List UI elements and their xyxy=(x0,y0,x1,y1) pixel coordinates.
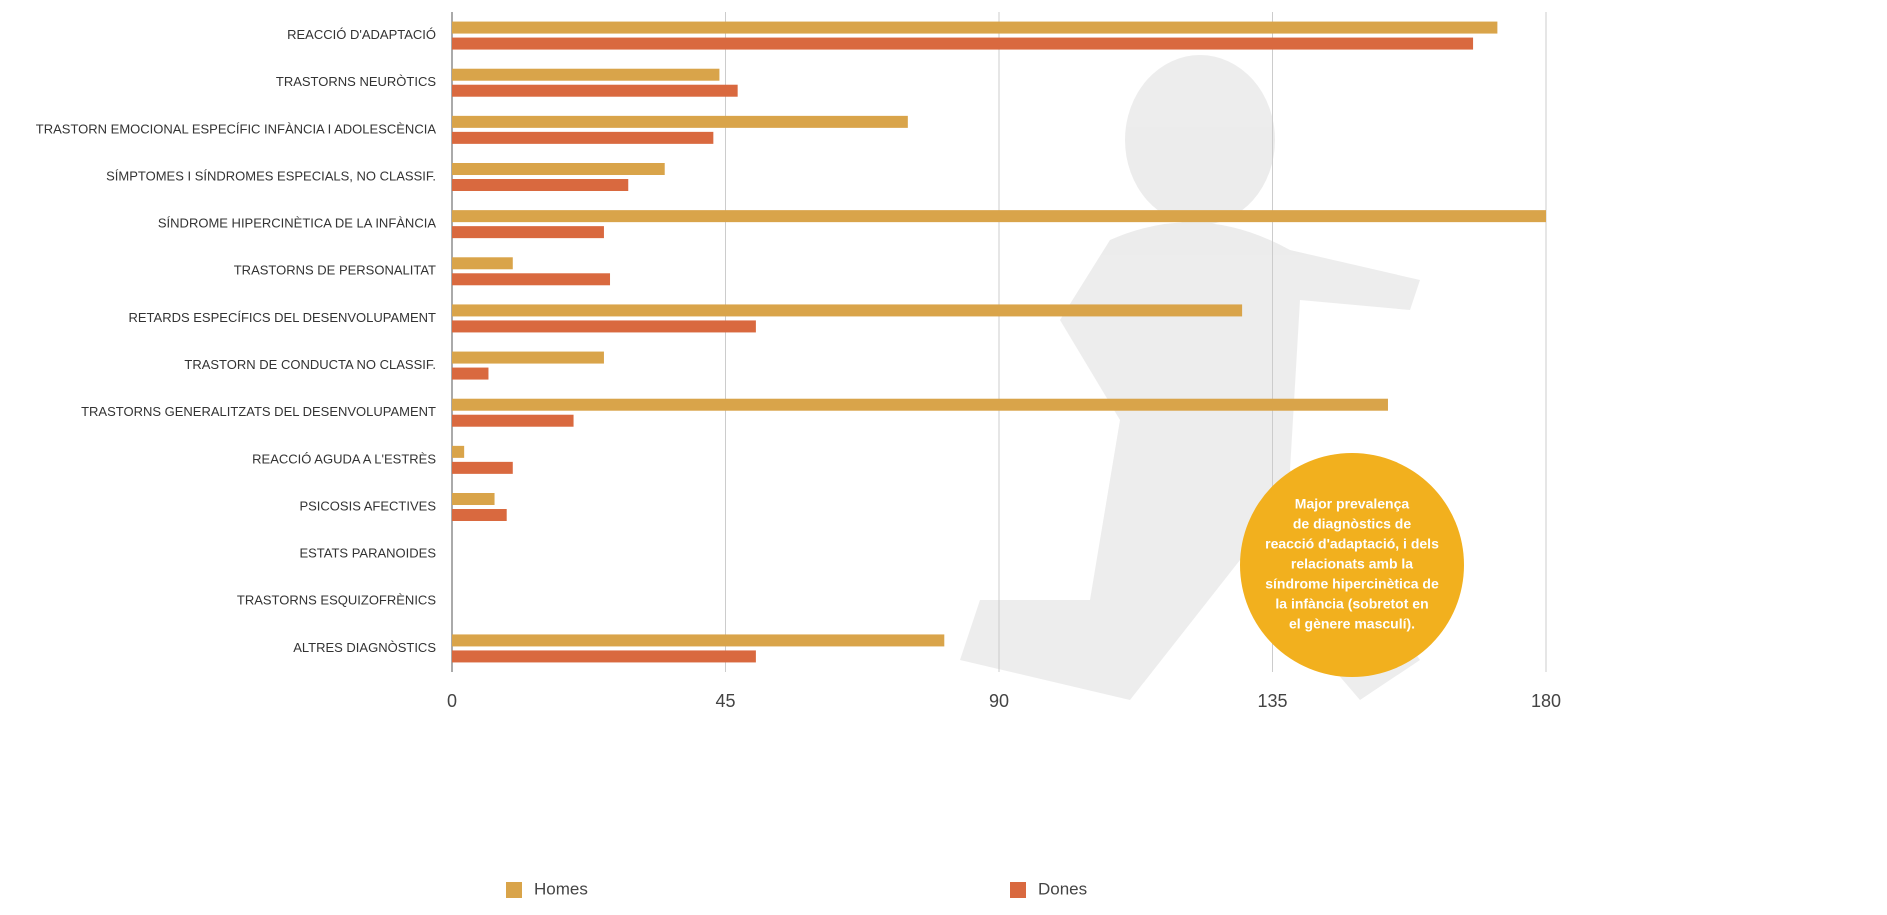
y-tick-label: REACCIÓ AGUDA A L'ESTRÈS xyxy=(252,451,436,466)
y-tick-label: ALTRES DIAGNÒSTICS xyxy=(293,640,436,655)
bar xyxy=(452,210,1546,223)
y-tick-label: TRASTORNS NEURÒTICS xyxy=(276,74,436,89)
bar xyxy=(452,131,714,144)
bar xyxy=(452,351,604,364)
annotation-text: síndrome hipercinètica de xyxy=(1265,576,1439,592)
legend-label: Homes xyxy=(534,879,588,898)
y-tick-label: TRASTORN DE CONDUCTA NO CLASSIF. xyxy=(184,357,436,372)
annotation-text: reacció d'adaptació, i dels xyxy=(1265,536,1439,552)
y-tick-label: SÍNDROME HIPERCINÈTICA DE LA INFÀNCIA xyxy=(158,216,436,231)
y-tick-label: TRASTORNS DE PERSONALITAT xyxy=(234,263,436,278)
bar xyxy=(452,68,720,81)
bar xyxy=(452,179,629,191)
x-tick-label: 45 xyxy=(715,691,735,711)
bar xyxy=(452,37,1474,50)
x-tick-label: 135 xyxy=(1257,691,1287,711)
x-tick-label: 0 xyxy=(447,691,457,711)
bar xyxy=(452,650,756,663)
legend-swatch xyxy=(1010,882,1026,898)
annotation-bubble xyxy=(1240,453,1464,677)
bar xyxy=(452,163,665,175)
y-tick-label: SÍMPTOMES I SÍNDROMES ESPECIALS, NO CLAS… xyxy=(106,168,436,183)
y-tick-label: TRASTORNS GENERALITZATS DEL DESENVOLUPAM… xyxy=(81,404,436,419)
bar xyxy=(452,493,495,505)
y-tick-label: REACCIÓ D'ADAPTACIÓ xyxy=(287,27,436,42)
y-tick-label: ESTATS PARANOIDES xyxy=(299,546,436,561)
x-tick-label: 180 xyxy=(1531,691,1561,711)
y-tick-label: TRASTORNS ESQUIZOFRÈNICS xyxy=(237,593,436,608)
annotation-text: de diagnòstics de xyxy=(1293,516,1411,532)
bar xyxy=(452,509,507,521)
annotation-text: la infància (sobretot en xyxy=(1275,596,1428,612)
annotation-text: relacionats amb la xyxy=(1291,556,1413,572)
bar xyxy=(452,304,1243,317)
bar xyxy=(452,84,738,97)
bar xyxy=(452,634,945,647)
bar xyxy=(452,226,604,239)
bar xyxy=(452,445,465,458)
y-tick-label: RETARDS ESPECÍFICS DEL DESENVOLUPAMENT xyxy=(129,310,437,325)
annotation-text: Major prevalença xyxy=(1295,496,1410,512)
legend-label: Dones xyxy=(1038,879,1087,898)
y-tick-label: TRASTORN EMOCIONAL ESPECÍFIC INFÀNCIA I … xyxy=(36,121,437,136)
legend-swatch xyxy=(506,882,522,898)
bar xyxy=(452,398,1388,411)
bar xyxy=(452,273,611,286)
bar xyxy=(452,257,513,270)
bar xyxy=(452,461,513,474)
annotation-text: el gènere masculí). xyxy=(1289,616,1415,632)
bar xyxy=(452,21,1498,34)
bar xyxy=(452,367,489,380)
x-tick-label: 90 xyxy=(989,691,1009,711)
y-tick-label: PSICOSIS AFECTIVES xyxy=(299,498,436,513)
bar xyxy=(452,115,908,128)
bar xyxy=(452,414,574,427)
bar xyxy=(452,320,756,333)
